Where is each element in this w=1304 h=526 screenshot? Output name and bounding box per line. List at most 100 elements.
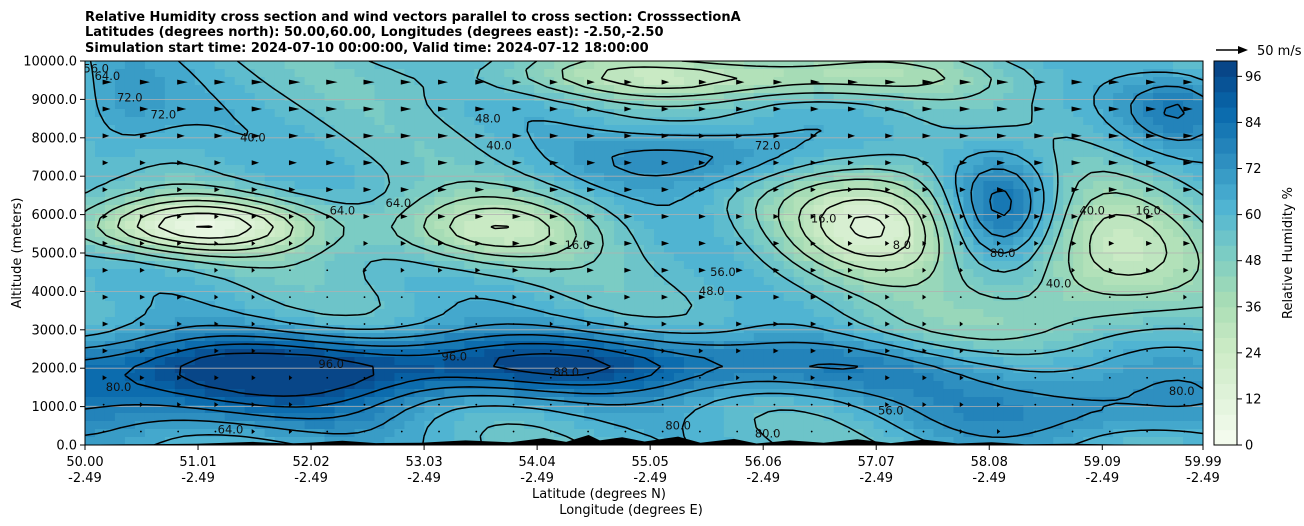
wind-vector xyxy=(1071,79,1083,85)
wind-vector xyxy=(736,294,743,300)
wind-vector xyxy=(661,376,664,379)
wind-vector xyxy=(288,133,299,139)
wind-vector xyxy=(661,348,666,354)
contour-line xyxy=(96,61,1200,296)
wind-vector xyxy=(251,348,256,354)
wind-vector xyxy=(139,160,146,166)
wind-vector xyxy=(177,106,187,112)
wind-vector xyxy=(400,403,403,406)
wind-vector xyxy=(251,214,257,220)
wind-vector xyxy=(1108,240,1115,246)
wind-vector xyxy=(289,323,291,325)
wind-vector xyxy=(1108,403,1111,406)
wind-vector xyxy=(326,79,338,85)
wind-vector xyxy=(177,430,180,433)
wind-vector xyxy=(326,214,332,220)
wind-vector xyxy=(997,402,1001,408)
wind-vector xyxy=(177,214,182,220)
x-tick-label-longitude: -2.49 xyxy=(1085,471,1119,486)
wind-vector xyxy=(847,106,857,112)
wind-vector xyxy=(1034,323,1037,325)
wind-vector xyxy=(326,376,329,379)
colorbar-segment xyxy=(1214,306,1237,323)
terrain-silhouette xyxy=(85,435,1203,445)
wind-vector xyxy=(326,403,329,406)
wind-vector xyxy=(214,430,217,433)
wind-vector xyxy=(997,269,999,272)
wind-vector xyxy=(326,269,329,272)
wind-vector xyxy=(698,240,706,246)
wind-vector xyxy=(847,267,853,273)
wind-vector xyxy=(549,267,557,273)
wind-vector xyxy=(587,350,589,352)
wind-vector xyxy=(102,133,110,139)
wind-vector xyxy=(549,430,552,433)
wind-vector xyxy=(773,79,783,85)
wind-vector xyxy=(475,240,482,246)
wind-vector xyxy=(736,375,740,381)
wind-vector xyxy=(959,133,969,139)
y-tick-label: 7000.0 xyxy=(32,170,78,185)
wind-vector xyxy=(288,240,293,246)
wind-vector xyxy=(587,187,596,193)
wind-vector xyxy=(1146,240,1153,246)
x-tick-label-latitude: 53.03 xyxy=(405,455,442,470)
wind-vector xyxy=(1146,296,1148,299)
contour-label: 40.0 xyxy=(1079,204,1105,218)
wind-vector xyxy=(661,187,669,193)
wind-vector xyxy=(363,376,366,379)
wind-vector xyxy=(251,321,256,327)
wind-vector xyxy=(699,376,701,379)
wind-vector xyxy=(214,321,219,327)
wind-vector xyxy=(624,430,627,433)
wind-vector xyxy=(438,133,449,139)
wind-vector xyxy=(810,133,818,139)
wind-vector xyxy=(885,430,888,433)
wind-vector xyxy=(773,294,780,300)
wind-vector xyxy=(400,430,403,433)
colorbar-segment xyxy=(1214,214,1237,231)
wind-vector xyxy=(475,160,485,166)
wind-vector xyxy=(922,294,927,300)
wind-vector xyxy=(587,214,596,220)
y-axis-label: Altitude (meters) xyxy=(10,198,25,309)
wind-vector xyxy=(810,106,819,112)
wind-vector xyxy=(102,240,108,246)
wind-vector xyxy=(549,79,558,85)
wind-vector xyxy=(773,430,776,433)
wind-vector xyxy=(475,267,481,273)
wind-vector xyxy=(288,375,293,381)
wind-vector xyxy=(1034,296,1037,299)
wind-vector xyxy=(661,321,667,327)
wind-vector xyxy=(587,240,595,246)
wind-vector xyxy=(288,429,293,435)
x-tick-label-longitude: -2.49 xyxy=(972,471,1006,486)
colorbar-segment xyxy=(1214,229,1237,246)
wind-vector xyxy=(1108,79,1120,85)
wind-vector xyxy=(1108,430,1111,433)
x-tick-label-longitude: -2.49 xyxy=(181,471,215,486)
wind-vector xyxy=(102,430,105,433)
x-axis-label-longitude: Longitude (degrees E) xyxy=(559,503,703,518)
wind-vector xyxy=(251,240,256,246)
wind-vector xyxy=(847,133,856,139)
wind-vector xyxy=(847,214,853,220)
wind-vector xyxy=(959,348,964,354)
wind-vector xyxy=(475,430,478,433)
wind-vector xyxy=(810,214,816,220)
wind-vector xyxy=(475,323,478,325)
wind-vector xyxy=(624,214,633,220)
wind-vector xyxy=(661,294,668,300)
wind-vector xyxy=(400,133,412,139)
wind-vector xyxy=(1146,79,1156,85)
wind-vector xyxy=(959,402,964,408)
wind-vector xyxy=(736,321,742,327)
wind-vector xyxy=(1071,133,1082,139)
wind-vector xyxy=(1146,323,1148,325)
wind-vector xyxy=(177,348,182,354)
wind-vector xyxy=(810,430,813,433)
wind-vector xyxy=(1183,240,1191,246)
wind-vector xyxy=(1108,376,1111,379)
wind-reference-arrow-head xyxy=(1238,46,1248,54)
wind-vector xyxy=(438,430,440,433)
